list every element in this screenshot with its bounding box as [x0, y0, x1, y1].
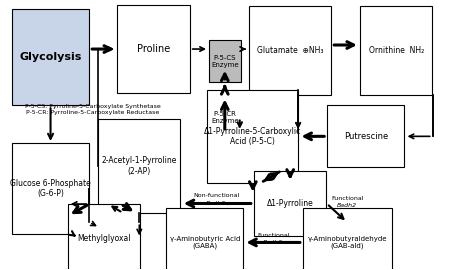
- Text: Glutamate  ⊕NH₃: Glutamate ⊕NH₃: [257, 46, 323, 55]
- Text: Badh2: Badh2: [264, 240, 283, 245]
- Text: Methylglyoxal: Methylglyoxal: [78, 234, 131, 243]
- FancyBboxPatch shape: [117, 5, 190, 93]
- Text: P-5-CS: Pyrroline-5-Carboxylate Synthetase
P-5-CR: Pyrroline-5-Carboxylate Reduc: P-5-CS: Pyrroline-5-Carboxylate Syntheta…: [25, 104, 161, 115]
- Text: P-5-CR
Enzyme: P-5-CR Enzyme: [211, 111, 238, 124]
- FancyBboxPatch shape: [12, 143, 89, 234]
- FancyBboxPatch shape: [207, 90, 298, 183]
- FancyBboxPatch shape: [328, 106, 404, 167]
- Text: Proline: Proline: [137, 44, 170, 54]
- Text: Glucose 6-Phosphate
(G-6-P): Glucose 6-Phosphate (G-6-P): [10, 179, 91, 198]
- Text: γ-Aminobutyric Acid
(GABA): γ-Aminobutyric Acid (GABA): [170, 236, 240, 249]
- Text: Functional: Functional: [257, 233, 290, 238]
- FancyBboxPatch shape: [12, 9, 89, 106]
- FancyBboxPatch shape: [249, 6, 331, 95]
- Text: Δ1-Pyrroline-5-Carboxylic
Acid (P-5-C): Δ1-Pyrroline-5-Carboxylic Acid (P-5-C): [204, 127, 301, 146]
- Text: Functional: Functional: [331, 196, 364, 201]
- Text: γ-Aminobutyraldehyde
(GAB-ald): γ-Aminobutyraldehyde (GAB-ald): [308, 236, 387, 249]
- FancyBboxPatch shape: [254, 171, 327, 237]
- FancyBboxPatch shape: [360, 6, 432, 95]
- Text: Badh2: Badh2: [337, 204, 357, 208]
- Text: Ornithine  NH₂: Ornithine NH₂: [369, 46, 424, 55]
- Text: Non-functional: Non-functional: [193, 193, 239, 198]
- FancyBboxPatch shape: [303, 208, 392, 270]
- Text: P-5-CS
Enzyme: P-5-CS Enzyme: [211, 55, 238, 68]
- FancyBboxPatch shape: [209, 40, 241, 82]
- Text: 2-Acetyl-1-Pyrroline
(2-AP): 2-Acetyl-1-Pyrroline (2-AP): [101, 156, 177, 176]
- Text: Glycolysis: Glycolysis: [19, 52, 82, 62]
- Text: Putrescine: Putrescine: [344, 132, 388, 141]
- FancyBboxPatch shape: [68, 204, 140, 270]
- FancyBboxPatch shape: [166, 208, 243, 270]
- FancyBboxPatch shape: [209, 97, 241, 138]
- FancyBboxPatch shape: [99, 119, 180, 213]
- Text: Δ1-Pyrroline: Δ1-Pyrroline: [267, 199, 314, 208]
- Text: Badh2: Badh2: [206, 201, 227, 206]
